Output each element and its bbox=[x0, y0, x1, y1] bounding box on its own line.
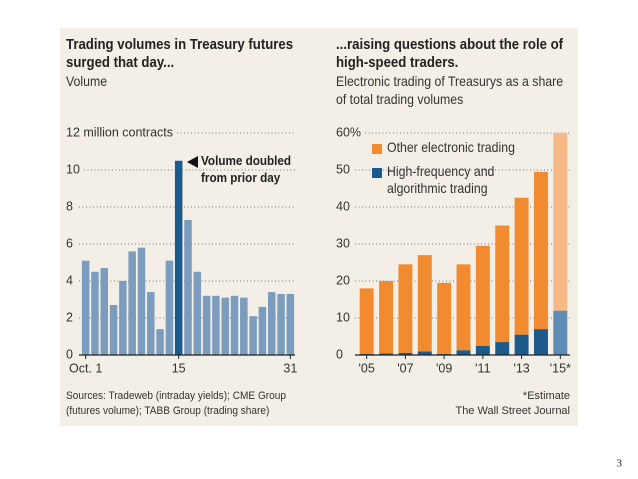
bar bbox=[119, 281, 127, 355]
x-tick-label: 31 bbox=[283, 361, 297, 375]
bar bbox=[277, 293, 285, 355]
y-tick-label: 30 bbox=[336, 236, 350, 250]
y-tick-label: 50 bbox=[336, 162, 350, 176]
bar bbox=[184, 219, 192, 355]
bar-segment bbox=[417, 351, 432, 355]
chart-subtitle: Volume bbox=[66, 74, 107, 90]
bar-segment bbox=[553, 133, 568, 311]
page-number: 3 bbox=[617, 458, 623, 470]
chart-title: ...raising questions about the role of hi… bbox=[336, 35, 563, 70]
bar bbox=[109, 305, 118, 355]
bar-segment bbox=[359, 288, 374, 354]
x-tick-label: Oct. 1 bbox=[69, 361, 102, 375]
bar bbox=[267, 292, 276, 355]
bar-segment bbox=[475, 245, 490, 346]
bar-segment bbox=[398, 352, 413, 355]
chart-title: Trading volumes in Treasury futures surge… bbox=[66, 35, 293, 70]
bar bbox=[81, 260, 90, 355]
x-tick-label: '13 bbox=[513, 361, 529, 375]
bar-segment bbox=[533, 329, 548, 355]
bar-segment bbox=[553, 310, 568, 355]
note: *Estimate bbox=[523, 390, 570, 402]
bar bbox=[91, 271, 99, 355]
bar-segment bbox=[379, 281, 394, 354]
legend-swatch bbox=[372, 168, 382, 178]
bar bbox=[286, 293, 295, 355]
bar-segment bbox=[456, 350, 471, 355]
y-tick-label: 40 bbox=[336, 199, 350, 213]
bar bbox=[221, 297, 229, 355]
y-tick-label: 2 bbox=[66, 310, 73, 324]
x-tick-label: 15 bbox=[172, 361, 186, 375]
bar bbox=[156, 329, 164, 355]
bar bbox=[240, 297, 248, 355]
y-tick-label: 10 bbox=[336, 310, 350, 324]
legend-label: Other electronic trading bbox=[387, 140, 515, 156]
chart-subtitle: Electronic trading of Treasurys as a sha… bbox=[336, 74, 563, 108]
bar-segment bbox=[495, 225, 510, 343]
bar-segment bbox=[475, 345, 490, 355]
legend-label: High-frequency and algorithmic trading bbox=[387, 164, 494, 197]
bar bbox=[258, 306, 267, 355]
x-tick-label: '09 bbox=[436, 361, 452, 375]
y-tick-label: 8 bbox=[66, 199, 73, 213]
x-tick-label: '05 bbox=[359, 361, 375, 375]
x-tick-label: '11 bbox=[475, 361, 490, 375]
y-tick-label: 12 million contracts bbox=[66, 125, 173, 139]
y-tick-label: 0 bbox=[336, 347, 343, 361]
bar bbox=[128, 251, 136, 355]
bar-segment bbox=[495, 342, 510, 355]
bar bbox=[174, 160, 183, 355]
bar bbox=[147, 292, 155, 355]
y-tick-label: 60% bbox=[336, 125, 361, 139]
credit: The Wall Street Journal bbox=[455, 405, 570, 417]
y-tick-label: 4 bbox=[66, 273, 73, 287]
panel bbox=[60, 28, 578, 426]
legend-swatch bbox=[372, 144, 382, 154]
bar bbox=[137, 247, 146, 355]
bar bbox=[193, 271, 202, 355]
y-tick-label: 6 bbox=[66, 236, 73, 250]
bar-segment bbox=[398, 264, 413, 353]
x-tick-label: '07 bbox=[397, 361, 413, 375]
y-tick-label: 10 bbox=[66, 162, 80, 176]
bar-segment bbox=[514, 197, 529, 335]
y-tick-label: 20 bbox=[336, 273, 350, 287]
bar bbox=[100, 268, 109, 355]
bar bbox=[202, 295, 211, 355]
bar-segment bbox=[417, 255, 432, 352]
bar-segment bbox=[533, 171, 548, 330]
bar-segment bbox=[437, 282, 452, 354]
bar bbox=[165, 260, 174, 355]
bar bbox=[249, 316, 257, 355]
annotation: Volume doubled from prior day bbox=[201, 154, 291, 186]
bar bbox=[230, 295, 239, 355]
bar bbox=[212, 295, 220, 355]
bar-segment bbox=[456, 264, 471, 351]
sources: Sources: Tradeweb (intraday yields); CME… bbox=[66, 390, 286, 417]
annotation-arrow bbox=[187, 156, 198, 168]
bar-segment bbox=[514, 334, 529, 355]
bar-segment bbox=[379, 353, 394, 355]
x-tick-label: '15* bbox=[550, 361, 571, 375]
y-tick-label: 0 bbox=[66, 347, 73, 361]
